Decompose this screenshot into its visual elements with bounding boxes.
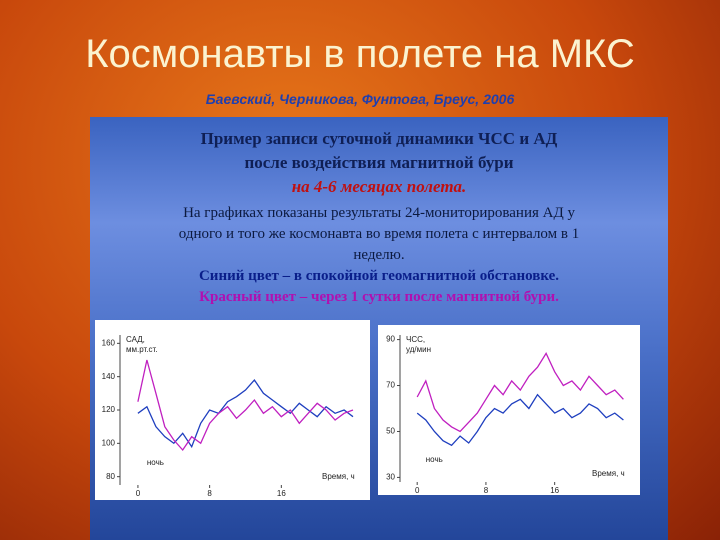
panel-line: Синий цвет – в спокойной геомагнитной об… xyxy=(198,268,560,284)
annotation: ночь xyxy=(426,455,443,464)
y-label: САД, xyxy=(126,335,145,344)
y-tick-label: 50 xyxy=(386,427,395,436)
y-tick-label: 100 xyxy=(102,438,116,447)
panel-line: одного и того же космонавта во время пол… xyxy=(178,226,580,242)
y-tick-label: 160 xyxy=(102,338,116,347)
subtitle: Баевский, Черникова, Фунтова, Бреус, 200… xyxy=(205,91,515,107)
chart-frame xyxy=(95,320,370,500)
x-tick-label: 8 xyxy=(484,486,489,495)
x-label: Время, ч xyxy=(322,472,355,481)
chart-frame xyxy=(378,325,640,495)
y-tick-label: 80 xyxy=(106,472,115,481)
title: Космонавты в полете на МКС xyxy=(85,32,635,76)
x-tick-label: 0 xyxy=(415,486,420,495)
series-line xyxy=(416,393,624,447)
y-label: уд/мин xyxy=(406,345,431,354)
y-tick-label: 70 xyxy=(386,381,395,390)
y-tick-label: 90 xyxy=(386,335,395,344)
annotation: ночь xyxy=(147,458,164,467)
y-tick-label: 30 xyxy=(386,473,395,482)
y-label: мм.рт.ст. xyxy=(126,345,158,354)
x-label: Время, ч xyxy=(592,469,625,478)
x-tick-label: 0 xyxy=(136,489,141,498)
x-tick-label: 16 xyxy=(277,489,286,498)
y-tick-label: 120 xyxy=(102,405,116,414)
series-line xyxy=(416,352,624,433)
panel-line: Красный цвет – через 1 сутки после магни… xyxy=(199,289,559,305)
panel-line: На графиках показаны результаты 24-монит… xyxy=(183,205,575,221)
x-tick-label: 8 xyxy=(207,489,212,498)
panel-line: Пример записи суточной динамики ЧСС и АД xyxy=(200,129,558,148)
y-tick-label: 140 xyxy=(102,372,116,381)
series-line xyxy=(137,359,354,452)
panel-line: неделю. xyxy=(353,247,405,263)
y-label: ЧСС, xyxy=(406,335,425,344)
panel-line: на 4-6 месяцах полета. xyxy=(291,177,467,196)
series-line xyxy=(137,378,354,449)
panel-line: после воздействия магнитной бури xyxy=(244,153,514,172)
x-tick-label: 16 xyxy=(550,486,559,495)
